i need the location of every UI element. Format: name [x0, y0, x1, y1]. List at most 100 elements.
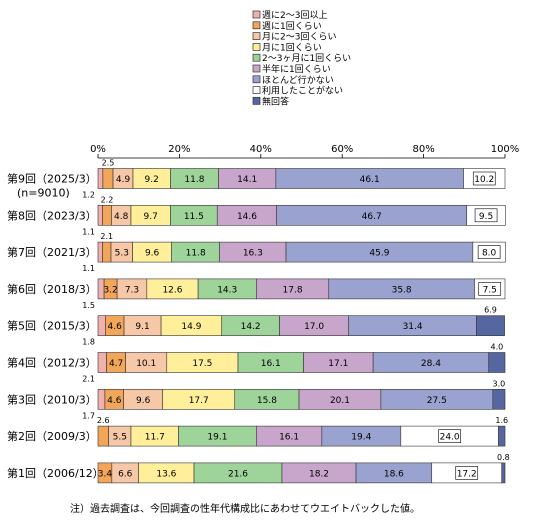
data-label: 14.1	[237, 175, 257, 185]
data-label: 46.7	[362, 212, 382, 222]
data-label: 3.2	[103, 285, 117, 295]
data-label: 13.6	[156, 469, 176, 479]
data-label: 2.1	[82, 375, 95, 384]
bar-segment	[498, 425, 506, 447]
data-label: 20.1	[330, 396, 350, 406]
footnote: 注）過去調査は、今回調査の性年代構成比にあわせてウエイトバックした値。	[70, 504, 420, 515]
data-label: 1.2	[82, 191, 95, 200]
data-label: 4.6	[107, 396, 122, 406]
bar-segment	[102, 168, 114, 189]
data-label: 2.5	[102, 159, 115, 168]
data-label: 9.5	[479, 212, 493, 222]
data-label: 10.1	[136, 359, 156, 369]
data-label: 1.7	[82, 411, 95, 420]
legend-swatch	[252, 53, 261, 62]
x-axis: 0% 20% 40% 60% 80% 100%	[90, 144, 520, 159]
legend-label: ほとんど行かない	[262, 74, 334, 86]
x-tick-label: 40%	[250, 144, 272, 155]
category-label: 第1回（2006/12）	[7, 466, 104, 480]
data-label: 11.8	[184, 175, 204, 185]
bar-segment	[501, 462, 506, 484]
legend-label: 2～3ヶ月に1回くらい	[262, 53, 351, 64]
data-label: 1.1	[82, 227, 95, 236]
data-label: 7.5	[483, 285, 497, 295]
bar-segment	[97, 425, 109, 447]
data-label-box	[474, 208, 498, 223]
data-label: 45.9	[369, 249, 389, 259]
bar-segment	[488, 352, 506, 373]
legend-swatch	[252, 75, 261, 84]
bar-segment	[476, 315, 505, 337]
data-label: 17.2	[457, 469, 477, 479]
category-label: 第7回（2021/3）	[7, 245, 97, 259]
bar-segment	[97, 315, 106, 337]
data-label: 17.1	[328, 359, 348, 369]
data-label: 16.1	[261, 359, 281, 369]
category-label: 第8回（2023/3）	[7, 208, 97, 222]
data-label: 3.4	[98, 469, 113, 479]
x-tick-label: 20%	[168, 144, 190, 155]
bar-segment	[97, 388, 106, 410]
data-label-box	[478, 282, 502, 296]
legend-label: 月に1回くらい	[262, 42, 322, 53]
legend-swatch	[252, 97, 261, 105]
data-label: 18.6	[384, 469, 404, 479]
data-label: 27.5	[427, 396, 447, 406]
category-label: 第4回（2012/3）	[7, 356, 97, 370]
category-label: 第9回（2025/3）	[7, 172, 97, 186]
bar-segment	[102, 241, 112, 263]
x-tick-label: 100%	[491, 144, 520, 155]
data-label: 16.1	[279, 433, 299, 443]
category-label: 第5回（2015/3）	[7, 319, 97, 333]
data-label: 35.8	[392, 285, 412, 295]
legend-label: 月に2～3回くらい	[262, 32, 336, 43]
data-label: 4.7	[109, 359, 123, 369]
data-label: 14.9	[181, 322, 201, 332]
data-label-box	[477, 245, 501, 259]
bar-segment	[97, 168, 104, 189]
data-label: 17.8	[283, 285, 303, 295]
data-label: 1.5	[82, 301, 95, 310]
x-tick-label: 80%	[412, 144, 434, 155]
legend: 週に2～3回以上週に1回くらい月に2～3回くらい月に1回くらい2～3ヶ月に1回く…	[252, 10, 351, 107]
data-label: 14.2	[241, 322, 261, 332]
category-labels: 第9回（2025/3）(n=9010) 第8回（2023/3） 第7回（2021/3…	[7, 172, 104, 480]
x-tick-label: 0%	[90, 144, 106, 155]
data-label: 16.3	[243, 249, 263, 259]
data-label: 14.3	[217, 285, 237, 295]
data-label: 2.2	[101, 195, 114, 204]
legend-swatch	[252, 32, 261, 40]
bar-segment	[102, 205, 112, 226]
data-label: 11.8	[186, 249, 206, 259]
data-label: 8.0	[482, 249, 497, 259]
bar-segment	[97, 352, 107, 373]
legend-label: 週に1回くらい	[262, 21, 322, 32]
data-label: 12.6	[162, 285, 182, 295]
legend-swatch	[252, 21, 261, 30]
category-label: 第2回（2009/3）	[7, 429, 97, 443]
legend-swatch	[252, 86, 261, 94]
legend-label: 週に2～3回以上	[262, 10, 327, 21]
data-label: 19.4	[351, 433, 371, 443]
data-label: 9.6	[145, 249, 160, 259]
data-label: 31.4	[403, 322, 423, 332]
x-tick-label: 60%	[331, 144, 353, 155]
data-label: 4.9	[116, 175, 131, 185]
legend-label: 無回答	[262, 95, 289, 107]
data-label: 6.9	[484, 306, 497, 315]
data-label: 1.1	[82, 264, 95, 273]
data-label: 4.8	[114, 212, 129, 222]
data-label-box	[472, 171, 496, 186]
legend-swatch	[252, 10, 261, 19]
category-label: 第6回（2018/3）	[7, 282, 97, 296]
data-label: 24.0	[440, 433, 460, 443]
data-label: 9.7	[144, 212, 158, 222]
plot-area: 1.2 2.54.9 9.2 11.8 14.1 46.1 10.2 1.1 2.24.8 9.7…	[82, 159, 510, 484]
data-label: 9.6	[136, 396, 151, 406]
data-label: 5.5	[113, 433, 127, 443]
data-label: 19.1	[207, 433, 227, 443]
data-label: 4.6	[108, 322, 123, 332]
data-label: 9.1	[135, 322, 149, 332]
data-label: 4.0	[490, 343, 503, 352]
